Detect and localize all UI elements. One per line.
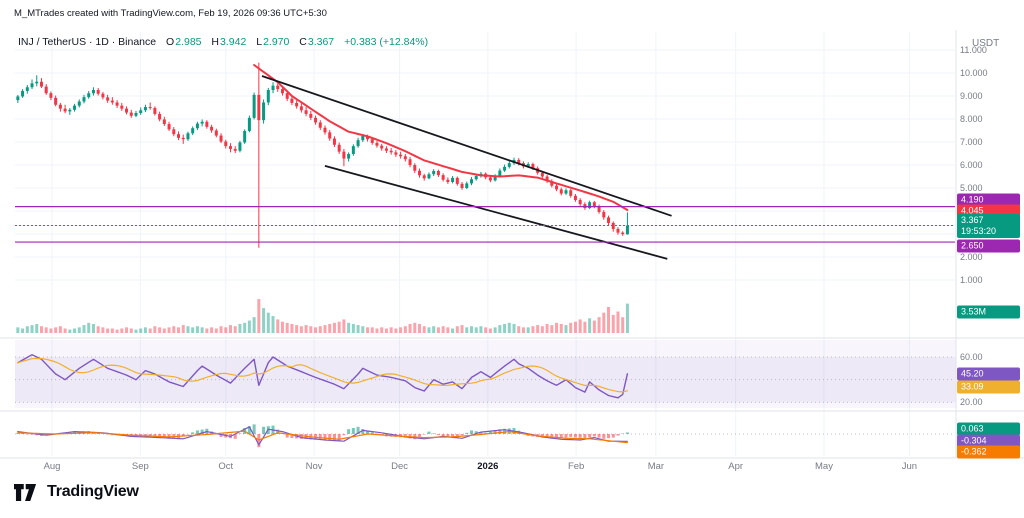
time-scale[interactable] xyxy=(0,458,1024,474)
tradingview-logo-icon xyxy=(14,483,40,501)
ohlc-open-label: O xyxy=(166,36,175,48)
ohlc-low-label: L xyxy=(256,36,263,48)
ohlc-low-value: 2.970 xyxy=(263,36,290,48)
main-chart-pane[interactable] xyxy=(15,32,956,335)
ohlc-open-value: 2.985 xyxy=(175,36,202,48)
tradingview-wordmark: TradingView xyxy=(47,483,139,500)
ohlc-high-value: 3.942 xyxy=(220,36,247,48)
ohlc-change: +0.383 (+12.84%) xyxy=(344,36,429,48)
oscillator xyxy=(15,424,955,448)
symbol-title[interactable]: INJ / TetherUS · 1D · Binance xyxy=(18,36,157,48)
rsi-lines xyxy=(17,354,629,399)
horizontal-levels xyxy=(15,206,955,243)
ohlc-close-value: 3.367 xyxy=(307,36,335,48)
pane-separators xyxy=(0,30,1024,459)
price-scale[interactable] xyxy=(956,30,1024,458)
symbol-legend: INJ / TetherUS · 1D · Binance O2.985 H3.… xyxy=(18,36,428,48)
ohlc-high-label: H xyxy=(211,36,220,48)
price-scale-currency[interactable]: USDT xyxy=(972,38,1000,49)
lower-indicator-pane[interactable] xyxy=(15,414,956,456)
rsi-pane[interactable] xyxy=(15,340,956,408)
grid-lines xyxy=(15,32,955,456)
attribution-text: M_MTrades created with TradingView.com, … xyxy=(14,8,327,19)
trendlines xyxy=(261,75,672,260)
red-ma-line xyxy=(253,64,629,211)
volume-bars xyxy=(16,299,629,333)
ohlc-close-label: C xyxy=(299,36,307,48)
tradingview-brand[interactable]: TradingView xyxy=(14,483,139,501)
